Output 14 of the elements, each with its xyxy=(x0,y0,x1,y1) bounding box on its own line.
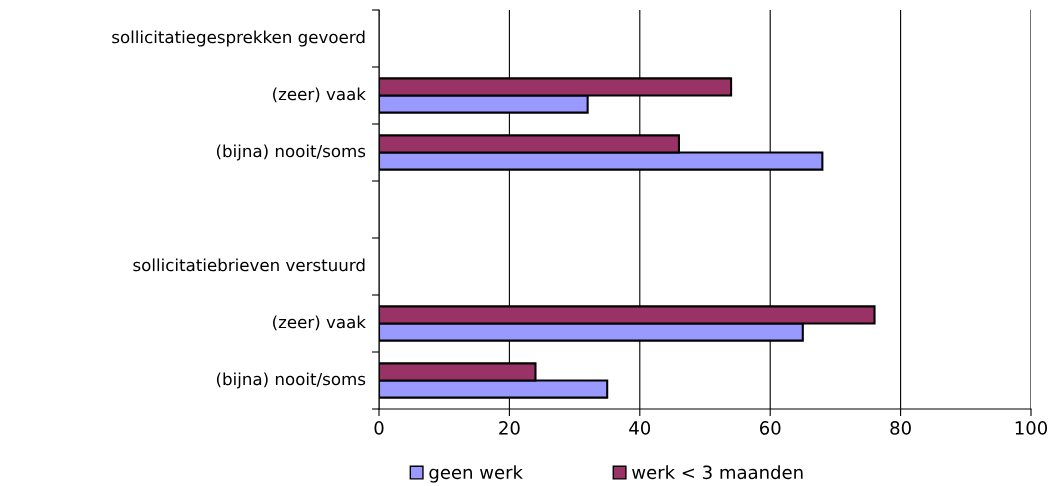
x-tick-label: 20 xyxy=(499,421,520,435)
x-tick-label: 40 xyxy=(629,421,651,435)
y-tick-label: (bijna) nooit/soms xyxy=(216,144,366,161)
x-tick-label: 100 xyxy=(1015,421,1048,435)
y-tick-label: (zeer) vaak xyxy=(273,315,366,331)
y-tick-label: (bijna) nooit/soms xyxy=(216,372,366,389)
x-tick-label: 0 xyxy=(374,421,384,435)
x-tick-label: 80 xyxy=(890,421,911,435)
y-tick-label: sollicitatiebrieven verstuurd xyxy=(133,258,365,272)
y-tick-label: (zeer) vaak xyxy=(273,87,366,103)
x-tick-label: 60 xyxy=(759,421,781,435)
y-tick-label: sollicitatiegesprekken gevoerd xyxy=(112,30,365,47)
legend-label: werk < 3 maanden xyxy=(632,465,803,480)
legend-label: geen werk xyxy=(429,465,523,483)
